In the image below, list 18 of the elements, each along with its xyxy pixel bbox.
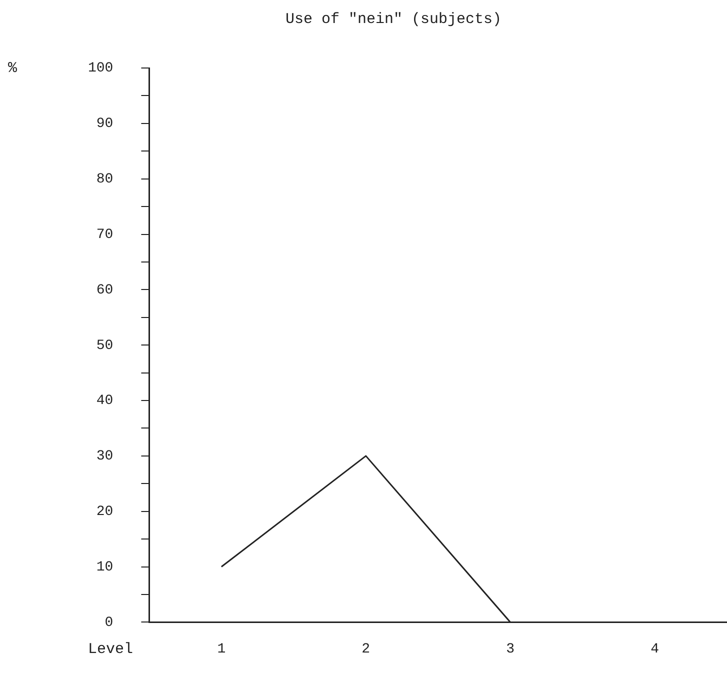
y-tick-label: 0 — [104, 614, 114, 631]
y-axis-title: % — [8, 60, 18, 77]
x-tick-label: 2 — [362, 641, 370, 658]
y-tick-label: 20 — [96, 504, 114, 520]
x-tick-label: 1 — [217, 641, 226, 658]
y-tick-label: 30 — [96, 448, 114, 465]
chart-title: Use of "nein" (subjects) — [285, 10, 502, 28]
y-tick-label: 80 — [96, 172, 114, 188]
y-tick-label: 70 — [96, 226, 114, 243]
y-tick-label: 90 — [96, 116, 114, 132]
y-tick-label: 10 — [96, 559, 114, 576]
y-tick-label: 50 — [96, 338, 114, 354]
y-tick-label: 100 — [88, 60, 114, 77]
x-axis-title: Level — [88, 641, 134, 658]
x-tick-label: 3 — [506, 641, 515, 658]
y-tick-label: 40 — [96, 393, 114, 410]
y-tick-label: 60 — [96, 282, 114, 298]
x-tick-label: 4 — [650, 641, 659, 658]
